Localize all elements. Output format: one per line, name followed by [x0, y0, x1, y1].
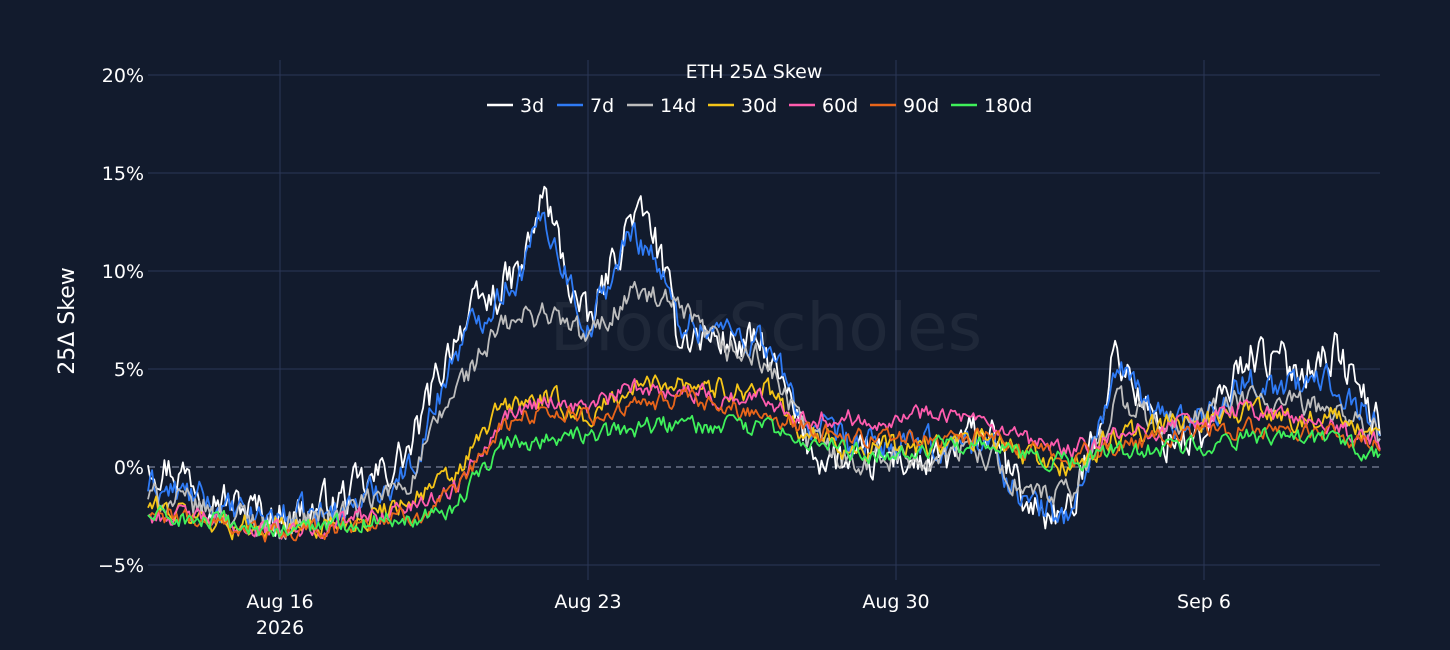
series-line-3d [147, 185, 1381, 537]
y-tick-label: 10% [102, 261, 144, 283]
legend-label: 180d [984, 95, 1032, 117]
legend-item-14d[interactable]: 14d [627, 95, 696, 117]
series-line-7d [147, 210, 1381, 532]
legend-label: 14d [660, 95, 696, 117]
legend-label: 60d [822, 95, 858, 117]
series-layer [147, 185, 1381, 543]
x-tick-label: Aug 16 [246, 591, 313, 613]
legend-item-7d[interactable]: 7d [557, 95, 614, 117]
y-tick-label: 5% [114, 359, 144, 381]
series-line-30d [147, 374, 1381, 541]
series-line-14d [147, 280, 1381, 540]
legend-item-180d[interactable]: 180d [951, 95, 1032, 117]
series-line-60d [147, 378, 1381, 540]
y-tick-label: 15% [102, 163, 144, 185]
y-axis-title: 25Δ Skew [55, 267, 80, 375]
legend-item-90d[interactable]: 90d [870, 95, 939, 117]
legend-label: 30d [741, 95, 777, 117]
legend-item-30d[interactable]: 30d [708, 95, 777, 117]
legend-item-3d[interactable]: 3d [487, 95, 544, 117]
y-tick-label: −5% [98, 555, 144, 577]
x-tick-label: Aug 30 [862, 591, 929, 613]
axis-layer: −5% 0% 5% 10% 15% 20% Aug 16 2026 Aug 23 Aug 30 Se… [98, 65, 1231, 639]
x-tick-label: Sep 6 [1177, 591, 1231, 613]
chart-title: ETH 25Δ Skew [686, 61, 823, 83]
series-line-90d [147, 387, 1381, 543]
x-tick-label: 2026 [256, 617, 304, 639]
legend-item-60d[interactable]: 60d [789, 95, 858, 117]
x-tick-label: Aug 23 [554, 591, 621, 613]
legend-label: 90d [903, 95, 939, 117]
series-line-180d [147, 414, 1381, 538]
legend-label: 7d [590, 95, 614, 117]
legend: 3d 7d 14d 30d 60d 90d 180d [487, 95, 1032, 117]
legend-label: 3d [520, 95, 544, 117]
y-tick-label: 0% [114, 457, 144, 479]
y-tick-label: 20% [102, 65, 144, 87]
